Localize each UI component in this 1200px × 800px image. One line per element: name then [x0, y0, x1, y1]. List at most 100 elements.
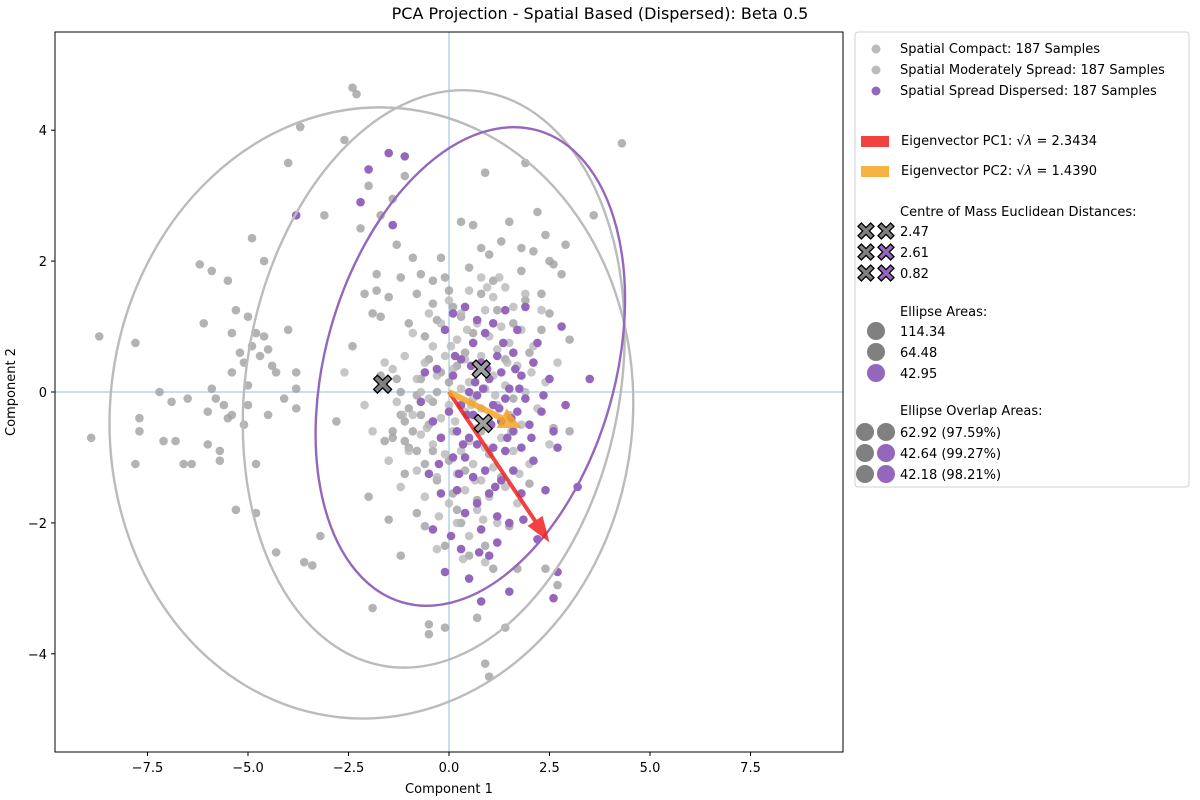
- scatter-point: [517, 371, 526, 380]
- scatter-point: [450, 351, 460, 361]
- scatter-point: [468, 220, 478, 230]
- scatter-point: [458, 440, 468, 449]
- scatter-point: [308, 561, 317, 570]
- legend-overlap-marker: [877, 465, 895, 483]
- scatter-point: [464, 377, 474, 387]
- scatter-point: [470, 377, 480, 387]
- scatter-point: [424, 629, 434, 639]
- scatter-point: [279, 394, 289, 403]
- scatter-point: [388, 426, 398, 436]
- scatter-point: [291, 384, 301, 394]
- scatter-point: [452, 505, 462, 515]
- scatter-point: [291, 404, 301, 413]
- scatter-point: [408, 426, 418, 436]
- confidence-ellipse-1: [108, 106, 635, 720]
- scatter-point: [464, 531, 474, 541]
- scatter-point: [412, 446, 422, 456]
- scatter-point: [396, 551, 406, 560]
- scatter-point: [223, 276, 233, 286]
- scatter-point: [492, 518, 502, 528]
- scatter-point: [131, 459, 140, 469]
- scatter-point: [444, 407, 454, 416]
- scatter-point: [480, 541, 490, 551]
- scatter-point: [416, 430, 426, 439]
- scatter-point: [549, 426, 558, 436]
- scatter-point: [444, 498, 454, 508]
- scatter-point: [291, 368, 301, 377]
- legend: Spatial Compact: 187 Samples Spatial Mode…: [854, 31, 1190, 488]
- scatter-point: [541, 485, 550, 495]
- x-tick-label: −5.0: [232, 761, 264, 776]
- scatter-point: [464, 387, 474, 397]
- scatter-point: [484, 489, 494, 498]
- scatter-point: [227, 368, 237, 377]
- scatter-point: [271, 368, 281, 377]
- scatter-point: [472, 613, 482, 623]
- scatter-point: [207, 266, 217, 276]
- scatter-point: [505, 338, 514, 348]
- scatter-point: [500, 305, 510, 315]
- y-tick-label: 0: [39, 386, 47, 401]
- scatter-point: [480, 659, 490, 668]
- scatter-point: [434, 459, 444, 469]
- scatter-point: [460, 302, 470, 312]
- eigenvector-arrow-pc2: [447, 389, 522, 429]
- y-axis-label: Component 2: [4, 348, 19, 436]
- scatter-point: [456, 544, 466, 554]
- scatter-point: [392, 374, 402, 384]
- scatter-point: [271, 548, 281, 557]
- scatter-point: [513, 407, 522, 416]
- scatter-point: [478, 384, 488, 394]
- scatter-point: [472, 498, 482, 508]
- scatter-point: [360, 289, 369, 299]
- scatter-point: [428, 299, 438, 308]
- scatter-point: [135, 426, 144, 436]
- scatter-point: [444, 296, 454, 305]
- x-tick-label: 0.0: [439, 761, 460, 776]
- scatter-point: [420, 459, 430, 469]
- scatter-point: [340, 135, 349, 145]
- scatter-point: [496, 368, 506, 377]
- scatter-point: [468, 459, 478, 469]
- scatter-point: [412, 289, 422, 299]
- scatter-point: [320, 210, 329, 220]
- scatter-point: [476, 243, 486, 253]
- scatter-point: [400, 351, 410, 361]
- scatter-point: [408, 328, 418, 338]
- legend-series-label: Spatial Compact: 187 Samples: [900, 42, 1100, 57]
- scatter-point: [332, 417, 341, 426]
- scatter-point: [428, 341, 438, 351]
- scatter-point: [456, 309, 466, 318]
- axes: −7.5 −5.0 −2.5 0.0 2.5 5.0 7.5 −4 −2 0 2 4: [28, 31, 844, 776]
- scatter-point: [549, 260, 558, 269]
- scatter-point: [428, 446, 438, 456]
- scatter-point: [480, 168, 490, 178]
- scatter-point: [505, 217, 514, 227]
- scatter-point: [398, 410, 408, 420]
- scatter-point: [400, 152, 410, 161]
- scatter-point: [525, 420, 534, 430]
- scatter-point: [440, 325, 450, 335]
- scatter-point: [480, 557, 490, 567]
- scatter-point: [545, 440, 554, 449]
- legend-distance-value: 2.47: [900, 225, 929, 240]
- scatter-point: [428, 440, 438, 449]
- scatter-point: [448, 453, 458, 462]
- legend-overlap-marker: [856, 465, 874, 483]
- legend-series-label: Spatial Moderately Spread: 187 Samples: [900, 63, 1165, 78]
- scatter-point: [492, 512, 502, 521]
- scatter-point: [416, 387, 426, 397]
- legend-eigen-swatch: [861, 136, 889, 147]
- scatter-point: [521, 296, 530, 305]
- scatter-point: [295, 122, 305, 132]
- scatter-point: [404, 446, 414, 456]
- legend-area-value: 114.34: [900, 325, 946, 340]
- scatter-point: [436, 253, 446, 263]
- x-tick-label: 5.0: [640, 761, 661, 776]
- scatter-point: [450, 417, 460, 426]
- scatter-point: [364, 165, 373, 174]
- scatter-point: [456, 446, 466, 456]
- scatter-point: [490, 482, 500, 492]
- scatter-point: [513, 325, 522, 335]
